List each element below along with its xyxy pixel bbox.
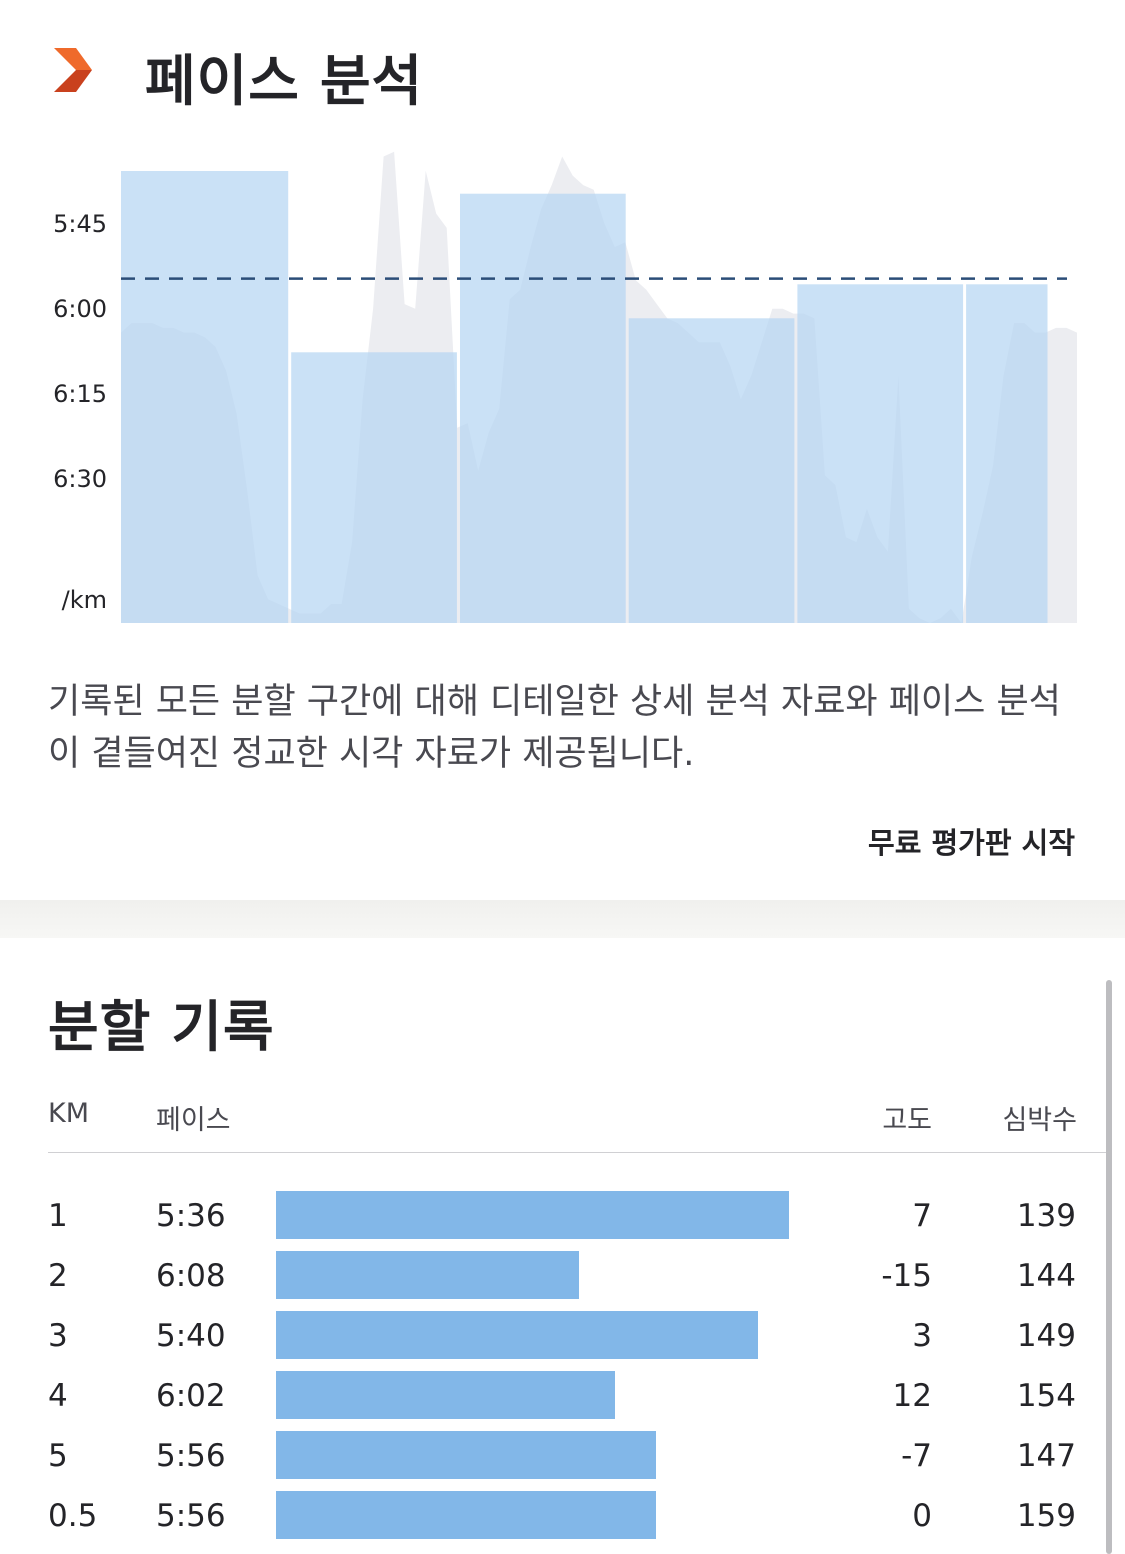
header-divider bbox=[48, 1152, 1112, 1153]
pace-bar bbox=[966, 284, 1048, 623]
column-header-heart-rate: 심박수 bbox=[1002, 1105, 1077, 1136]
splits-title: 분할 기록 bbox=[48, 995, 275, 1059]
split-elevation: 7 bbox=[912, 1198, 932, 1234]
split-pace: 5:36 bbox=[156, 1198, 226, 1234]
split-heart-rate: 139 bbox=[1016, 1198, 1076, 1234]
split-km: 1 bbox=[48, 1198, 68, 1234]
split-pace-bar bbox=[276, 1371, 615, 1419]
pace-bar bbox=[121, 171, 289, 623]
split-pace: 6:08 bbox=[156, 1258, 226, 1294]
split-km: 2 bbox=[48, 1258, 68, 1294]
split-pace-bar bbox=[276, 1191, 789, 1239]
split-heart-rate: 154 bbox=[1016, 1378, 1076, 1414]
table-row: 2 6:08 -15 144 bbox=[0, 1248, 1112, 1308]
pace-bar bbox=[628, 318, 795, 623]
pace-chart: 5:45 6:00 6:15 6:30/km bbox=[0, 130, 1125, 640]
column-header-elevation: 고도 bbox=[882, 1105, 932, 1136]
split-heart-rate: 144 bbox=[1016, 1258, 1076, 1294]
table-row: 1 5:36 7 139 bbox=[0, 1188, 1112, 1248]
orange-chevron-logo-icon bbox=[54, 48, 92, 92]
split-pace: 5:40 bbox=[156, 1318, 226, 1354]
split-heart-rate: 147 bbox=[1016, 1438, 1076, 1474]
pace-chart-svg: 5:45 6:00 6:15 6:30/km bbox=[53, 151, 1077, 624]
y-tick-label: 5:45 bbox=[53, 210, 107, 238]
table-row: 4 6:02 12 154 bbox=[0, 1368, 1112, 1428]
free-trial-link[interactable]: 무료 평가판 시작 bbox=[868, 826, 1075, 860]
split-heart-rate: 159 bbox=[1016, 1498, 1076, 1534]
split-elevation: 3 bbox=[912, 1318, 932, 1354]
split-km: 4 bbox=[48, 1378, 68, 1414]
page-title: 페이스 분석 bbox=[145, 49, 424, 113]
split-elevation: 0 bbox=[912, 1498, 932, 1534]
split-pace: 6:02 bbox=[156, 1378, 226, 1414]
split-pace-bar bbox=[276, 1251, 579, 1299]
pace-analysis-header: 페이스 분석 bbox=[0, 0, 1125, 140]
split-pace: 5:56 bbox=[156, 1498, 226, 1534]
y-unit-label: /km bbox=[62, 586, 107, 614]
split-elevation: 12 bbox=[892, 1378, 932, 1414]
split-pace-bar bbox=[276, 1491, 656, 1539]
split-pace: 5:56 bbox=[156, 1438, 226, 1474]
split-km: 0.5 bbox=[48, 1498, 98, 1534]
split-elevation: -15 bbox=[881, 1258, 932, 1294]
column-header-pace: 페이스 bbox=[156, 1105, 231, 1136]
split-pace-bar bbox=[276, 1431, 656, 1479]
split-pace-bar bbox=[276, 1311, 758, 1359]
scrollbar[interactable] bbox=[1106, 980, 1112, 1554]
split-km: 3 bbox=[48, 1318, 68, 1354]
split-heart-rate: 149 bbox=[1016, 1318, 1076, 1354]
table-row: 5 5:56 -7 147 bbox=[0, 1428, 1112, 1488]
split-elevation: -7 bbox=[901, 1438, 932, 1474]
y-tick-label: 6:30 bbox=[53, 465, 107, 493]
pace-bar bbox=[460, 193, 626, 623]
table-row: 0.5 5:56 0 159 bbox=[0, 1488, 1112, 1548]
y-tick-label: 6:15 bbox=[53, 380, 107, 408]
split-km: 5 bbox=[48, 1438, 68, 1474]
y-tick-label: 6:00 bbox=[53, 295, 107, 323]
feature-description: 기록된 모든 분할 구간에 대해 디테일한 상세 분석 자료와 페이스 분석이 … bbox=[48, 682, 1061, 774]
section-divider bbox=[0, 900, 1125, 938]
pace-bar bbox=[797, 284, 964, 623]
table-row: 3 5:40 3 149 bbox=[0, 1308, 1112, 1368]
column-header-km: KM bbox=[48, 1098, 90, 1129]
pace-bar bbox=[291, 352, 457, 623]
